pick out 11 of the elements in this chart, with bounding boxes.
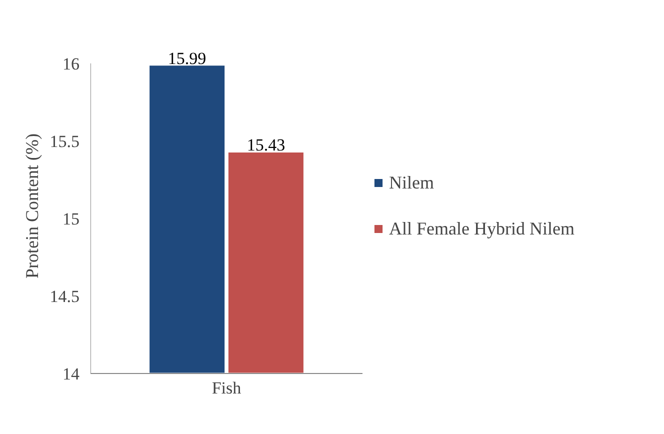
x-tick-label: Fish (212, 378, 242, 398)
y-tick-label: 14 (62, 364, 80, 384)
data-label: 15.43 (246, 136, 286, 155)
y-axis-title: Protein Content (%) (22, 134, 42, 278)
y-tick-label: 16 (62, 54, 80, 74)
y-tick-label: 14.5 (50, 286, 80, 306)
y-tick-label: 15 (62, 209, 80, 228)
data-label: 15.99 (168, 48, 206, 68)
legend-label: All Female Hybrid Nilem (389, 218, 574, 239)
y-tick-label: 15.5 (50, 132, 80, 151)
legend-label: Nilem (389, 172, 434, 193)
